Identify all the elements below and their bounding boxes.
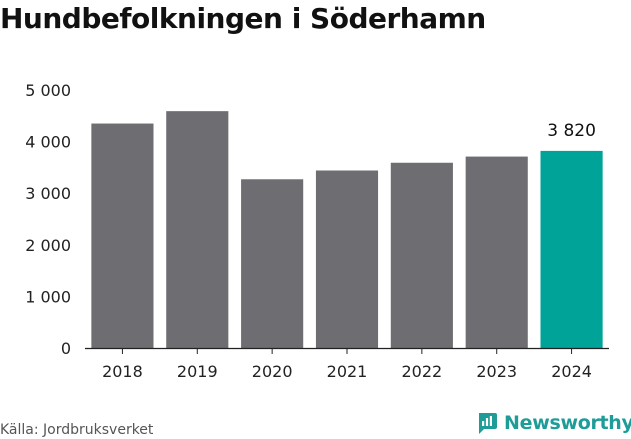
source-note: Källa: Jordbruksverket	[0, 422, 154, 438]
brand-logo: Newsworthy	[476, 409, 631, 437]
chart-title: Hundbefolkningen i Söderhamn	[0, 2, 486, 35]
bar-2022	[390, 162, 453, 348]
y-tick-label: 5 000	[25, 81, 71, 100]
bar-2023	[465, 156, 528, 348]
x-tick-label: 2022	[401, 362, 442, 381]
newsworthy-logo-icon	[479, 413, 497, 434]
y-tick-label: 3 000	[25, 184, 71, 203]
bars	[91, 111, 603, 348]
bar-2024	[540, 150, 603, 348]
bar-2019	[166, 111, 229, 348]
x-tick-label: 2018	[102, 362, 143, 381]
y-tick-label: 0	[61, 339, 71, 358]
x-tick-label: 2020	[252, 362, 293, 381]
x-tick-label: 2023	[476, 362, 517, 381]
brand-name: Newsworthy	[504, 412, 631, 434]
x-axis: 2018 2019 2020 2021 2022 2023 2024	[85, 347, 609, 381]
x-tick-label: 2024	[551, 362, 592, 381]
bar-2018	[91, 123, 154, 348]
y-tick-label: 2 000	[25, 236, 71, 255]
y-axis: 0 1 000 2 000 3 000 4 000 5 000	[25, 81, 71, 358]
bar-2021	[315, 170, 379, 348]
data-labels: 3 820	[547, 121, 596, 141]
y-tick-label: 4 000	[25, 133, 71, 152]
data-label: 3 820	[547, 121, 596, 141]
x-tick-label: 2019	[177, 362, 218, 381]
x-tick-label: 2021	[327, 362, 368, 381]
bar-2020	[241, 179, 304, 348]
y-tick-label: 1 000	[25, 287, 71, 306]
